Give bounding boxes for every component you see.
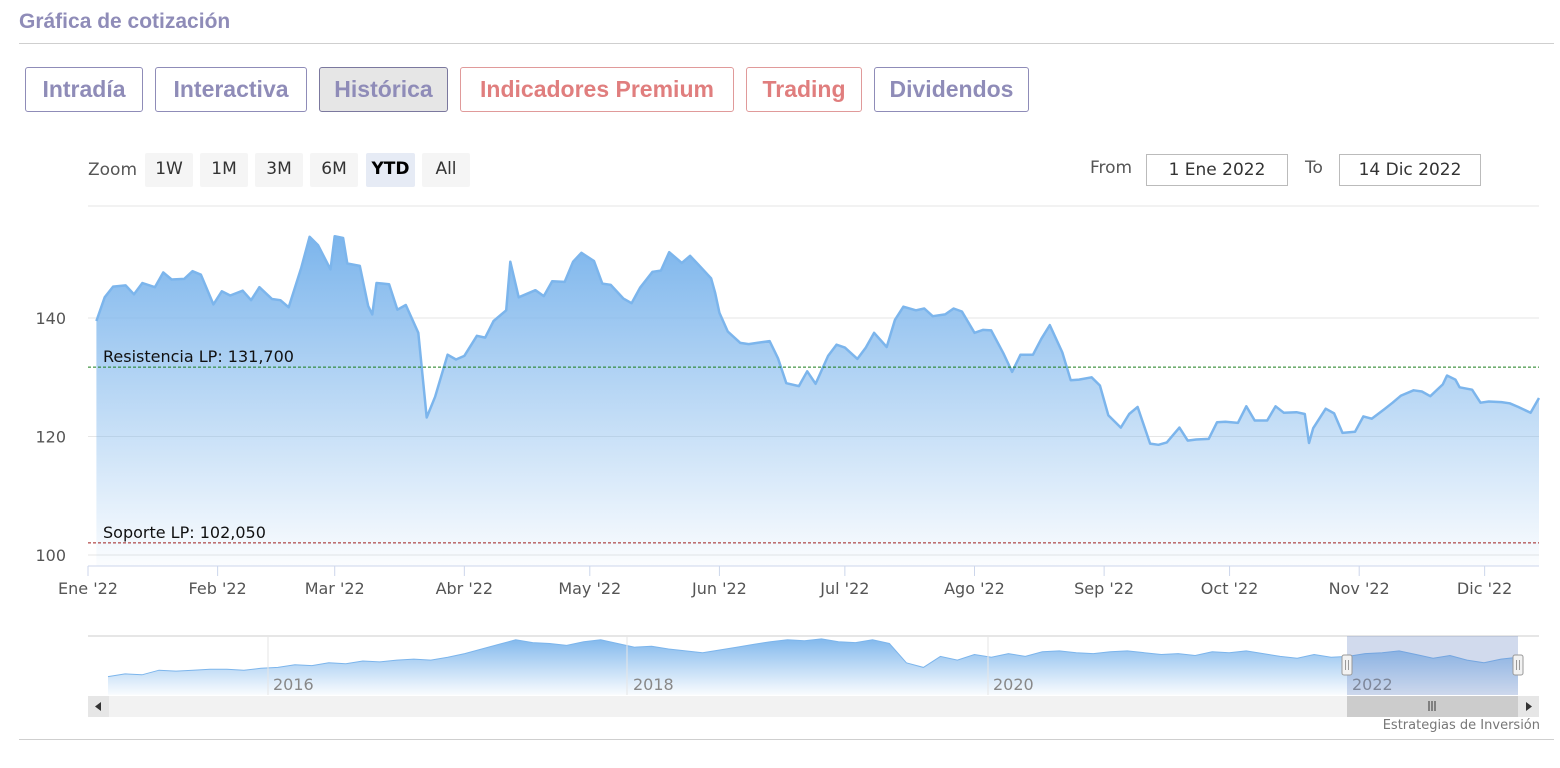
x-tick-label: Feb '22 xyxy=(189,579,247,598)
tab-dividendos[interactable]: Dividendos xyxy=(874,67,1029,112)
zoom-1w-button[interactable]: 1W xyxy=(145,153,193,187)
navigator-right-handle[interactable] xyxy=(1512,654,1524,676)
tab-historica[interactable]: Histórica xyxy=(319,67,448,112)
x-tick-label: Nov '22 xyxy=(1329,579,1390,598)
price-area xyxy=(96,236,1539,566)
navigator-year-label: 2020 xyxy=(993,675,1034,694)
x-tick-label: Sep '22 xyxy=(1074,579,1134,598)
navigator-year-label: 2016 xyxy=(273,675,314,694)
bottom-divider xyxy=(19,739,1554,740)
chart-credits: Estrategias de Inversión xyxy=(1382,718,1540,733)
x-tick-label: Abr '22 xyxy=(436,579,494,598)
y-tick-label: 120 xyxy=(35,428,66,447)
chevron-left-icon xyxy=(95,702,101,711)
scrollbar-track[interactable] xyxy=(88,696,1539,717)
resistance-label: Resistencia LP: 131,700 xyxy=(103,347,294,366)
zoom-label: Zoom xyxy=(88,160,138,180)
to-date-input[interactable]: 14 Dic 2022 xyxy=(1339,154,1481,186)
from-label: From xyxy=(1090,158,1133,178)
navigator-line xyxy=(107,638,1519,678)
zoom-6m-button[interactable]: 6M xyxy=(310,153,358,187)
zoom-3m-button[interactable]: 3M xyxy=(255,153,303,187)
to-label: To xyxy=(1305,158,1323,178)
chevron-right-icon xyxy=(1526,702,1532,711)
navigator-year-label: 2022 xyxy=(1352,675,1393,694)
price-line xyxy=(95,234,1541,447)
zoom-all-button[interactable]: All xyxy=(422,153,470,187)
x-tick-label: Ene '22 xyxy=(58,579,118,598)
y-tick-label: 140 xyxy=(35,309,66,328)
x-tick-label: Mar '22 xyxy=(305,579,365,598)
section-title: Gráfica de cotización xyxy=(19,10,231,33)
from-date-input[interactable]: 1 Ene 2022 xyxy=(1146,154,1288,186)
support-label: Soporte LP: 102,050 xyxy=(103,523,266,542)
zoom-1m-button[interactable]: 1M xyxy=(200,153,248,187)
tab-intradia[interactable]: Intradía xyxy=(25,67,143,112)
x-tick-label: Ago '22 xyxy=(944,579,1005,598)
x-tick-label: Jun '22 xyxy=(691,579,747,598)
x-tick-label: Dic '22 xyxy=(1457,579,1512,598)
navigator-left-handle[interactable] xyxy=(1341,654,1353,676)
x-tick-label: May '22 xyxy=(558,579,621,598)
navigator-area xyxy=(108,638,1518,695)
y-tick-label: 100 xyxy=(35,546,66,565)
title-divider xyxy=(19,43,1554,44)
tab-trading[interactable]: Trading xyxy=(746,67,862,112)
x-tick-label: Oct '22 xyxy=(1201,579,1259,598)
navigator-selection xyxy=(1347,636,1518,695)
navigator-year-label: 2018 xyxy=(633,675,674,694)
tab-interactiva[interactable]: Interactiva xyxy=(155,67,307,112)
x-tick-label: Jul '22 xyxy=(819,579,869,598)
zoom-ytd-button[interactable]: YTD xyxy=(366,153,415,187)
tab-indicadores-premium[interactable]: Indicadores Premium xyxy=(460,67,734,112)
